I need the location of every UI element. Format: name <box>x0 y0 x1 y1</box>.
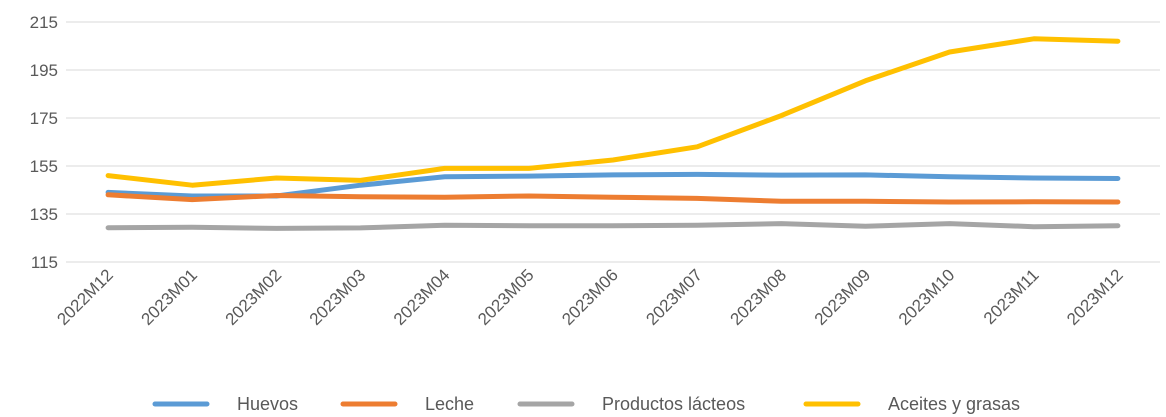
x-tick-label: 2023M05 <box>474 265 538 329</box>
series-lines <box>105 36 1121 231</box>
x-tick-label: 2023M08 <box>727 265 791 329</box>
y-tick-label: 115 <box>31 253 58 272</box>
y-tick-label: 215 <box>30 13 58 32</box>
y-tick-label: 175 <box>30 109 58 128</box>
legend-item: Aceites y grasas <box>803 394 1020 414</box>
legend-label: Leche <box>425 394 474 414</box>
legend: Huevos Leche Productos lácteos Aceites y gr… <box>152 394 1020 414</box>
gridlines <box>66 21 1160 263</box>
x-tick-label: 2023M10 <box>895 265 959 329</box>
x-tick-label: 2023M11 <box>980 265 1043 328</box>
x-tick-label: 2023M01 <box>137 265 201 329</box>
legend-item: Huevos <box>152 394 298 414</box>
y-tick-label: 135 <box>30 205 58 224</box>
legend-label: Aceites y grasas <box>888 394 1020 414</box>
series-line-aceites-y-grasas <box>105 36 1121 188</box>
legend-item: Productos lácteos <box>517 394 745 414</box>
x-tick-label: 2022M12 <box>53 265 117 329</box>
legend-label: Huevos <box>237 394 298 414</box>
x-tick-label: 2023M06 <box>558 265 622 329</box>
series-line-productos-lácteos <box>105 221 1121 231</box>
x-tick-label: 2023M03 <box>306 265 370 329</box>
x-tick-label: 2023M12 <box>1063 265 1127 329</box>
y-tick-label: 155 <box>30 157 58 176</box>
x-tick-label: 2023M02 <box>222 265 286 329</box>
y-axis-ticks: 115 135 155 175 195 215 <box>30 13 58 272</box>
legend-label: Productos lácteos <box>602 394 745 414</box>
x-tick-label: 2023M04 <box>390 265 454 329</box>
x-tick-label: 2023M07 <box>642 265 706 329</box>
series-line-leche <box>105 192 1121 205</box>
legend-item: Leche <box>340 394 474 414</box>
y-tick-label: 195 <box>30 61 58 80</box>
x-tick-label: 2023M09 <box>811 265 875 329</box>
x-axis-ticks: 2022M12 2023M01 2023M02 2023M03 2023M04 2023M… <box>53 265 1126 329</box>
